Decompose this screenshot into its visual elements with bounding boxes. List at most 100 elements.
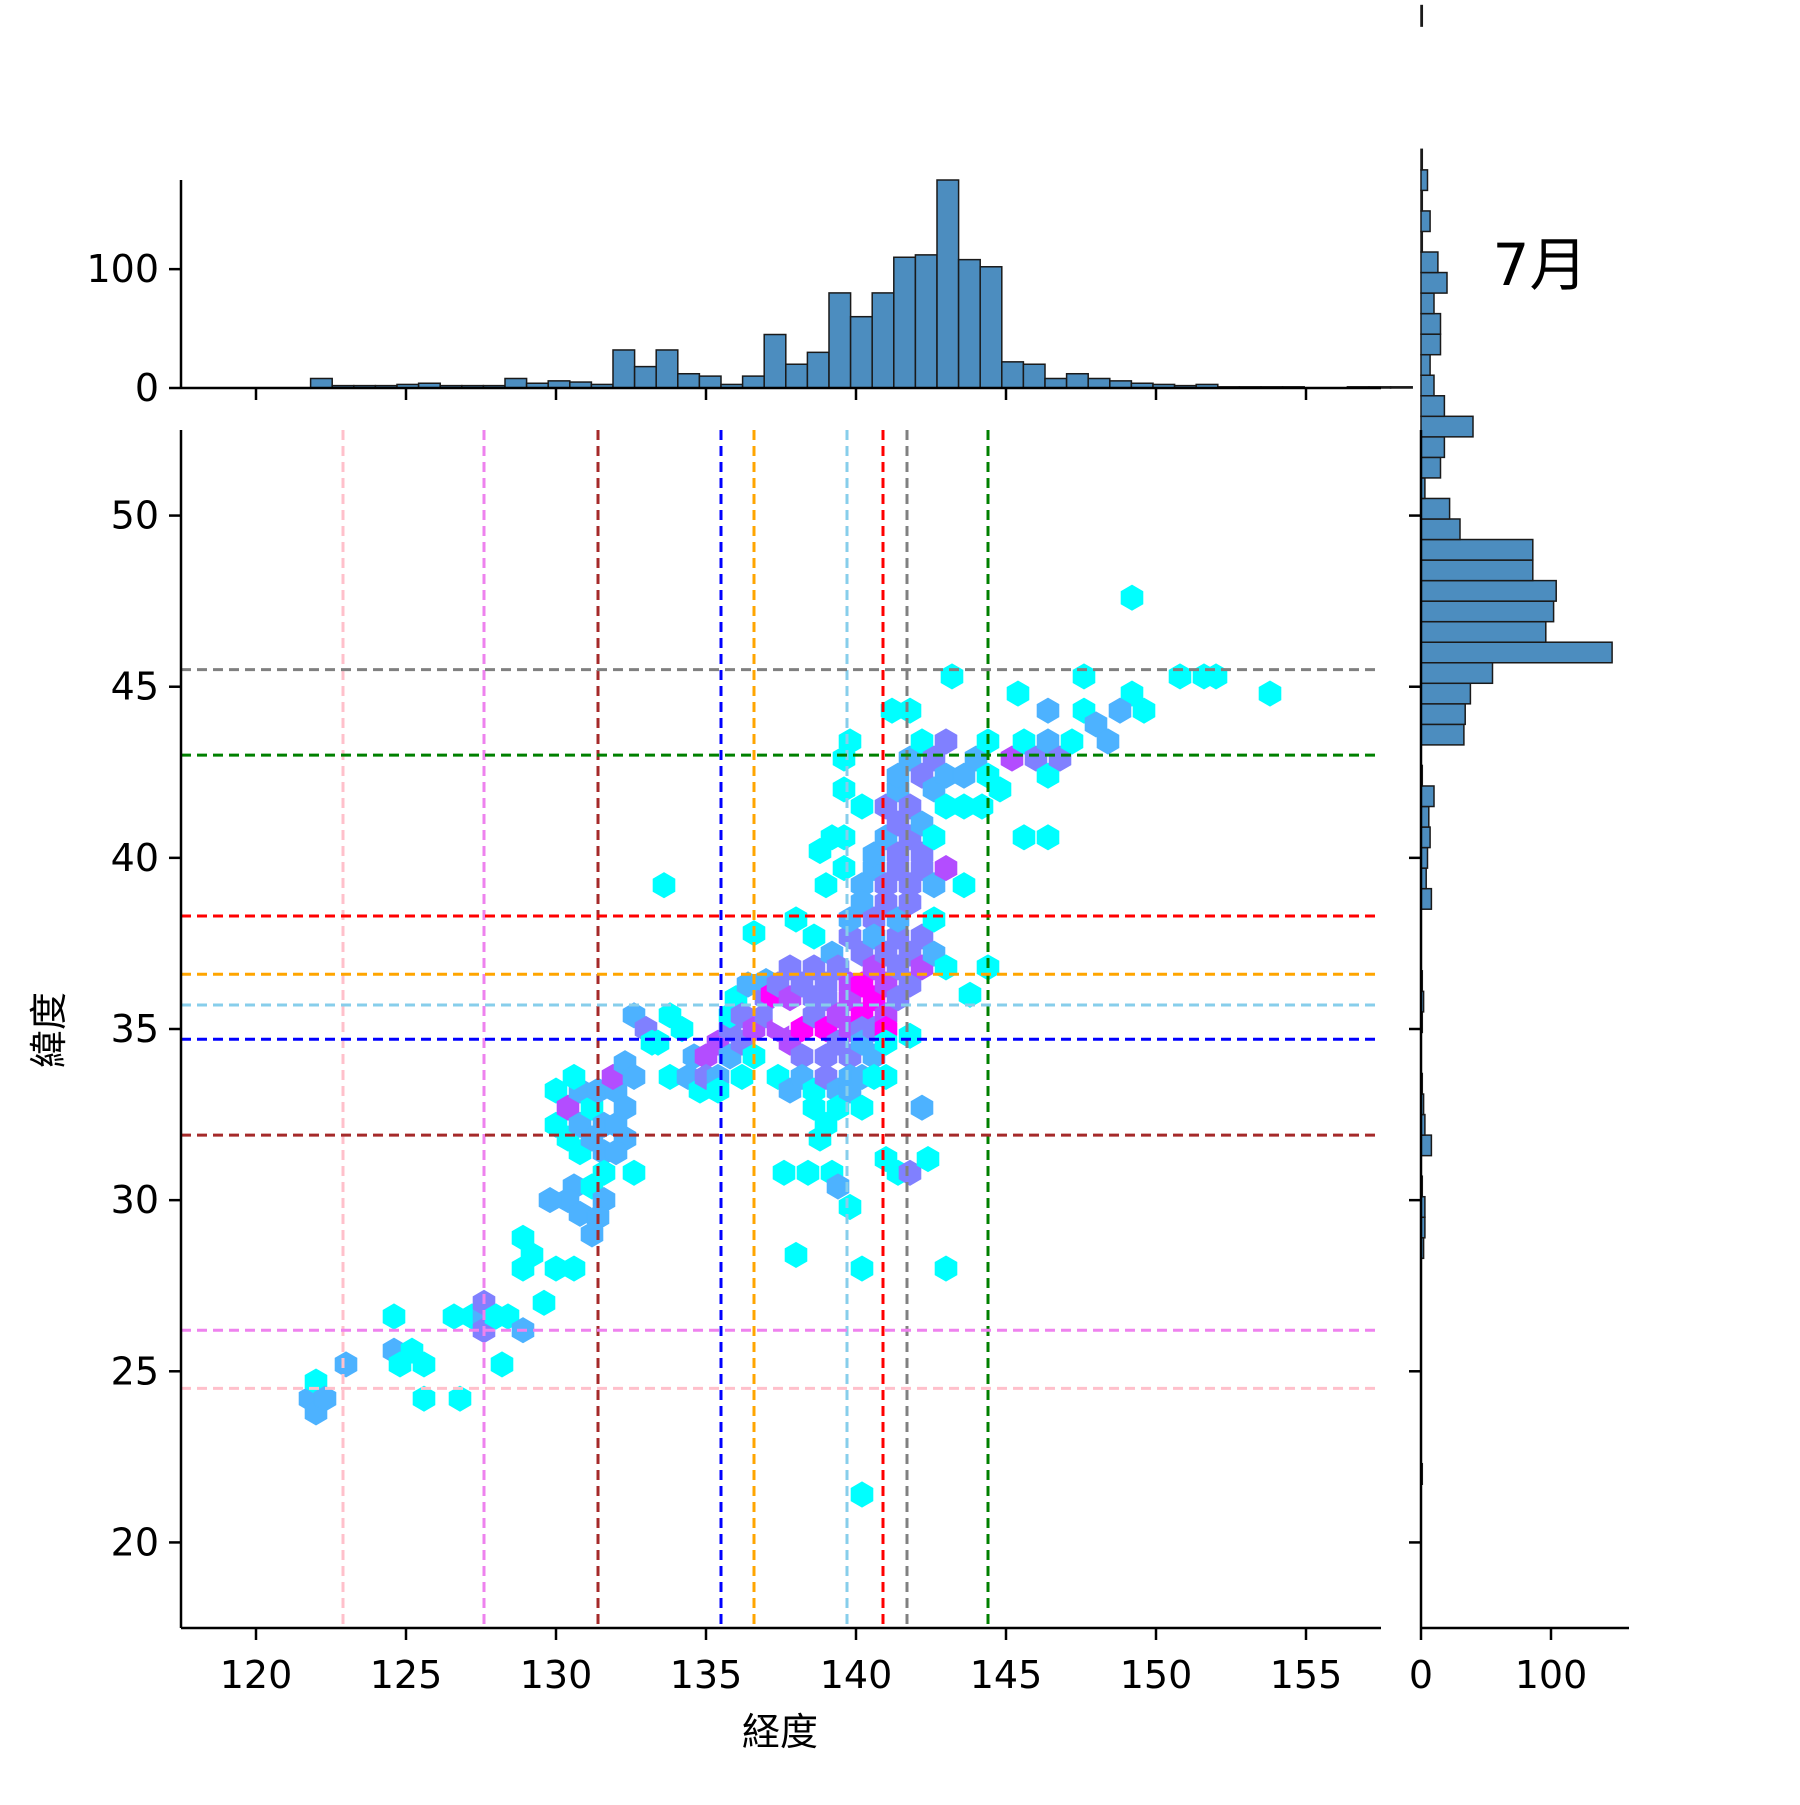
hexbin-cell (313, 1385, 337, 1412)
hexbin-cell (832, 776, 856, 803)
longitude-histogram-bar (504, 377, 528, 389)
hexbin-cell (940, 663, 964, 690)
hexbin-cell (898, 971, 922, 998)
hexbin-cell (1036, 697, 1060, 724)
hexbin-cell (874, 1029, 898, 1056)
hexbin-cell (652, 872, 676, 899)
x-tick-label: 140 (820, 1653, 893, 1697)
hexbin-cell (382, 1303, 406, 1330)
hexbin-cell (796, 1159, 820, 1186)
hexbin-cell (706, 1077, 730, 1104)
hexbin-cell (1120, 584, 1144, 611)
hexbin-cell (970, 793, 994, 820)
hexbin-cell (1000, 745, 1024, 772)
latitude-histogram-bar (1420, 353, 1431, 376)
hexbin-cell (790, 1043, 814, 1070)
hexbin-cell (448, 1385, 472, 1412)
y-tick-label: 40 (111, 836, 159, 880)
x-tick-label: 135 (670, 1653, 743, 1697)
hexbin-cell (784, 906, 808, 933)
latitude-histogram-bar (1420, 312, 1442, 335)
hexbin-cell (874, 872, 898, 899)
hexbin-cell (622, 1063, 646, 1090)
hexbin-cell (934, 855, 958, 882)
month-title: 7月 (1493, 231, 1588, 299)
latitude-histogram-bar (1420, 497, 1451, 520)
latitude-histogram-bar (1420, 456, 1442, 479)
hexbin-cell (520, 1241, 544, 1268)
y-tick-label: 50 (111, 494, 159, 538)
hexbin-cell (898, 1022, 922, 1049)
hexbin-cell (832, 745, 856, 772)
latitude-histogram-bar (1420, 600, 1555, 623)
latitude-histogram-bar (1420, 518, 1461, 541)
hexbin-cell (622, 1159, 646, 1186)
y-tick-label: 35 (111, 1007, 159, 1051)
hexbin-cell (898, 697, 922, 724)
hexbin-cell (862, 906, 886, 933)
hexbin-cell (814, 971, 838, 998)
hexbin-cell (922, 824, 946, 851)
hexbin-cell (814, 872, 838, 899)
x-axis-label: 経度 (742, 1710, 818, 1754)
hexbin-cell (916, 1146, 940, 1173)
longitude-histogram-bar (1022, 363, 1046, 389)
hexbin-cell (934, 1255, 958, 1282)
hexbin-cell (808, 1125, 832, 1152)
latitude-histogram-bar (1420, 148, 1424, 171)
hexbin-cell (832, 855, 856, 882)
latitude-histogram-bar (1420, 579, 1557, 602)
hexbin-cell (838, 1193, 862, 1221)
longitude-histogram-bar (1065, 372, 1089, 389)
longitude-histogram-bar (309, 377, 333, 389)
latitude-histogram-bar (1420, 723, 1465, 746)
hexbin-cell (886, 906, 910, 933)
longitude-histogram-bar (633, 365, 657, 389)
hexbin-cell (850, 1481, 874, 1508)
hexbin-cell (802, 923, 826, 950)
y-tick-label: 20 (111, 1520, 159, 1564)
longitude-histogram-bar (785, 363, 809, 389)
hexbin-cell (838, 906, 862, 933)
hexbin-cell (1072, 663, 1096, 690)
hexbin-cell (934, 728, 958, 755)
hexbin-cell (808, 837, 832, 865)
latitude-histogram-bar (1420, 703, 1466, 726)
latitude-histogram-bar (1420, 189, 1424, 212)
marginal-y-count-label: 0 (1409, 1653, 1433, 1697)
hexbin-cell (874, 1063, 898, 1090)
latitude-histogram-bar (1420, 662, 1494, 685)
latitude-histogram-bar (1420, 230, 1424, 253)
hexbin-cell (898, 1159, 922, 1186)
latitude-histogram-bar (1420, 641, 1613, 664)
latitude-histogram-bar (1420, 620, 1547, 643)
longitude-histogram-bar (1087, 377, 1111, 389)
marginal-y-count-label: 100 (1515, 1653, 1588, 1697)
hexbin-cell (850, 793, 874, 820)
hexbin-panel: 120 125 130 135 140 145 150 155 20 25 30 35 40 45 50 (111, 430, 1381, 1697)
hexbin-cell (1108, 697, 1132, 724)
hexbin-cell (784, 1241, 808, 1268)
latitude-histogram-bar (1420, 826, 1431, 849)
hexbin-cell (640, 1029, 664, 1056)
hexbin-cell (1258, 680, 1282, 707)
hexbin-cell (613, 1094, 637, 1121)
x-tick-label: 145 (970, 1653, 1043, 1697)
y-tick-label: 45 (111, 665, 159, 709)
longitude-histogram-bar (1389, 386, 1413, 389)
longitude-histogram-bar (979, 266, 1003, 389)
longitude-histogram-bar (1001, 361, 1025, 389)
hexbin-cell (1006, 680, 1030, 707)
hexbin-cell (490, 1351, 514, 1378)
longitude-histogram-bar (893, 256, 917, 389)
latitude-histogram-bar (1420, 169, 1429, 192)
hexbin-cell (730, 1063, 754, 1090)
hexbin-cell (538, 1187, 562, 1214)
hexbin-cell (898, 889, 922, 916)
hexbin-cell (910, 1094, 934, 1121)
latitude-histogram-bar (1420, 210, 1431, 233)
hexbin-cell (922, 906, 946, 933)
latitude-histogram-bar (1420, 682, 1472, 705)
hexbin-cell (958, 981, 982, 1008)
